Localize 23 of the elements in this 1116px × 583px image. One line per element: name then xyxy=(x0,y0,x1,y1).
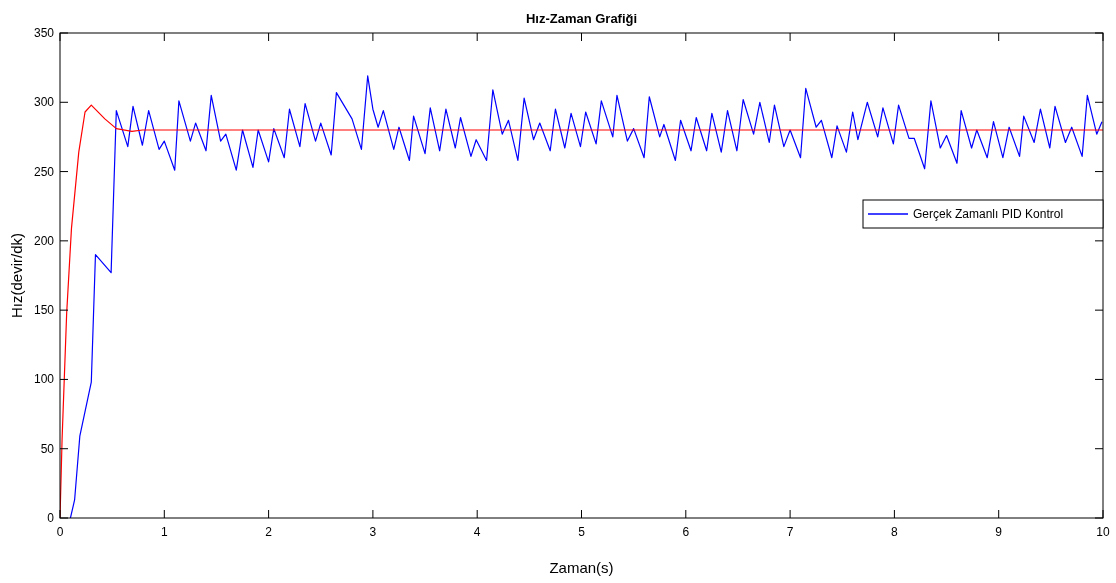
x-tick-label: 1 xyxy=(160,525,168,539)
x-axis-title: Zaman(s) xyxy=(549,559,614,576)
x-tick-label: 8 xyxy=(891,525,899,539)
x-tick-label: 10 xyxy=(1096,525,1110,539)
y-tick-label: 50 xyxy=(40,441,55,456)
y-tick-label: 200 xyxy=(33,233,55,248)
x-tick-label: 5 xyxy=(578,525,586,539)
x-tick-label: 0 xyxy=(56,525,64,539)
y-tick-label: 100 xyxy=(33,372,55,387)
y-axis-title: Hız(devir/dk) xyxy=(8,232,25,319)
y-tick-label: 300 xyxy=(33,95,55,110)
y-tick-label: 0 xyxy=(47,511,55,525)
y-tick-label: 350 xyxy=(33,26,55,40)
x-tick-label: 2 xyxy=(265,525,273,539)
x-tick-label: 6 xyxy=(682,525,690,539)
x-tick-label: 3 xyxy=(369,525,377,539)
chart-title: Hız-Zaman Grafiği xyxy=(525,11,638,26)
y-tick-label: 150 xyxy=(33,303,55,318)
x-tick-label: 4 xyxy=(473,525,481,539)
legend-label: Gerçek Zamanlı PID Kontrol xyxy=(913,207,1064,221)
x-tick-label: 9 xyxy=(995,525,1003,539)
y-tick-label: 250 xyxy=(33,164,55,179)
x-tick-label: 7 xyxy=(786,525,794,539)
